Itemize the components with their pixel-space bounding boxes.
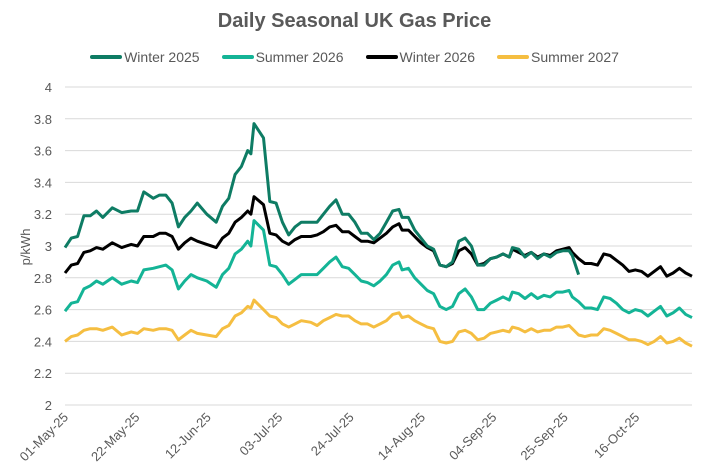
legend-label: Summer 2026	[255, 49, 344, 65]
series-line-summer-2027	[64, 298, 693, 348]
x-tick-label: 25-Sep-25	[517, 410, 571, 464]
y-tick-label: 2.4	[34, 334, 52, 349]
legend-label: Winter 2026	[399, 49, 475, 65]
y-tick-label: 2.2	[34, 366, 52, 381]
legend-swatch	[90, 55, 123, 59]
legend-label: Winter 2025	[124, 49, 200, 65]
legend-swatch	[496, 55, 529, 59]
y-tick-label: 4	[45, 80, 52, 95]
x-tick-label: 12-Jun-25	[162, 410, 214, 462]
series-line-winter-2025	[63, 122, 581, 276]
legend-item: Summer 2026	[221, 49, 344, 65]
x-tick-label: 16-Oct-25	[591, 410, 642, 461]
chart-title: Daily Seasonal UK Gas Price	[217, 10, 492, 32]
legend-item: Winter 2026	[365, 49, 475, 65]
y-axis-label: p/kWh	[18, 229, 33, 266]
x-tick-label: 24-Jul-25	[308, 410, 357, 459]
y-tick-label: 3	[45, 239, 52, 254]
y-tick-label: 3.6	[34, 144, 52, 159]
x-tick-label: 03-Jul-25	[236, 410, 285, 459]
legend-item: Winter 2025	[90, 49, 200, 65]
legend-swatch	[221, 55, 254, 59]
legend-item: Summer 2027	[496, 49, 619, 65]
x-tick-label: 22-May-25	[88, 410, 143, 465]
y-tick-label: 2.8	[34, 271, 52, 286]
x-tick-label: 04-Sep-25	[446, 410, 500, 464]
y-tick-label: 2	[45, 398, 52, 413]
x-tick-label: 14-Aug-25	[375, 410, 429, 464]
legend-label: Summer 2027	[530, 49, 619, 65]
series-line-summer-2026	[63, 219, 693, 319]
legend: Winter 2025 Summer 2026 Winter 2026 Summer …	[0, 49, 709, 65]
y-tick-label: 3.4	[34, 175, 52, 190]
y-tick-label: 3.8	[34, 112, 52, 127]
x-tick-label: 01-May-25	[17, 410, 72, 465]
series-line-winter-2026	[63, 195, 693, 278]
y-tick-label: 3.2	[34, 207, 52, 222]
legend-swatch	[365, 55, 398, 59]
y-tick-label: 2.6	[34, 303, 52, 318]
